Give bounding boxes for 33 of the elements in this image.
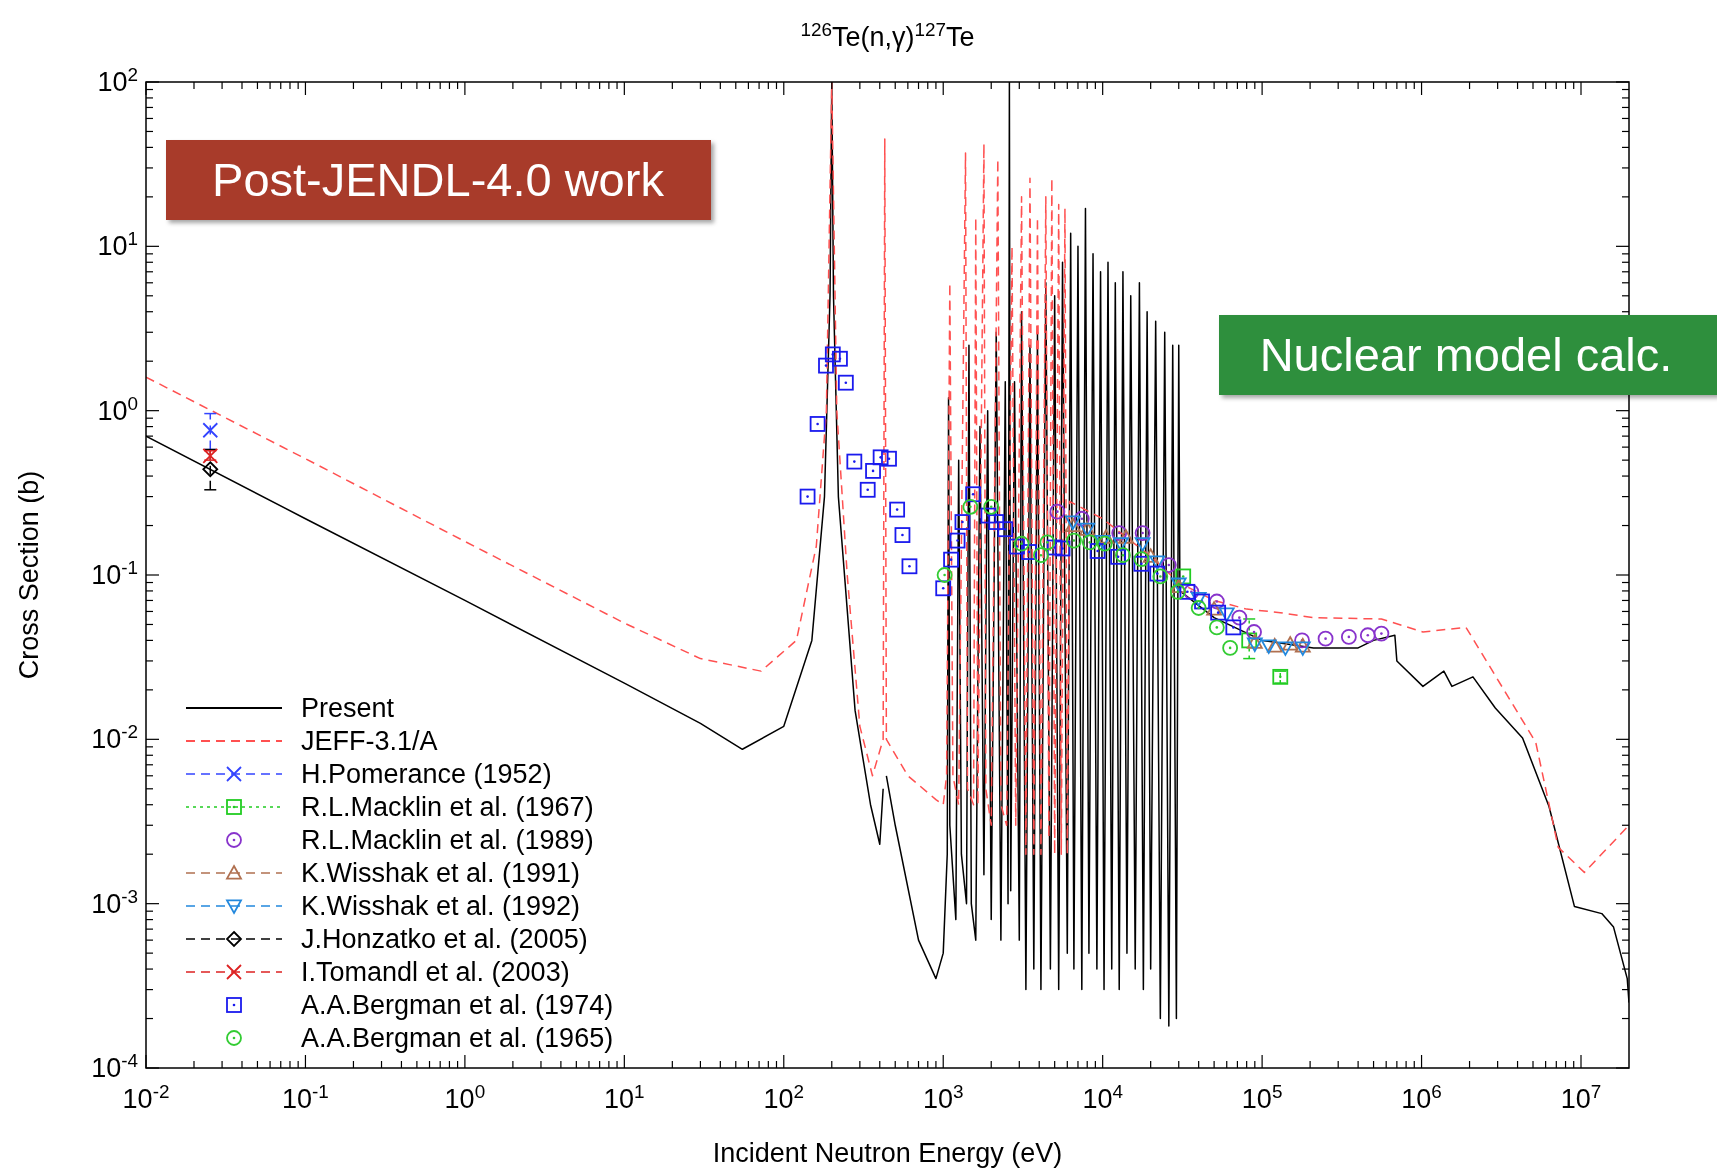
y-tick-label: 10$^{-1}$ <box>91 556 138 590</box>
y-tick-label: 10$^{-2}$ <box>91 720 138 755</box>
x-tick-label: 10$^{7}$ <box>1560 1080 1602 1114</box>
y-tick-label: 10$^{1}$ <box>97 227 138 262</box>
y-tick-label: 10$^{-3}$ <box>91 885 138 919</box>
x-tick-label: 10$^{3}$ <box>922 1080 964 1114</box>
x-tick-label: 10$^{6}$ <box>1401 1080 1442 1114</box>
legend-label: A.A.Bergman et al. (1974) <box>301 990 614 1020</box>
legend-label: JEFF-3.1/A <box>301 726 438 756</box>
legend-label: A.A.Bergman et al. (1965) <box>301 1023 614 1053</box>
legend-label: R.L.Macklin et al. (1989) <box>301 825 594 855</box>
legend-label: I.Tomandl et al. (2003) <box>301 957 570 987</box>
y-tick-label: 10$^{2}$ <box>97 63 138 97</box>
x-tick-label: 10$^{2}$ <box>763 1080 805 1114</box>
x-tick-label: 10$^{5}$ <box>1241 1080 1283 1114</box>
legend-label: H.Pomerance (1952) <box>301 759 552 789</box>
x-tick-label: 10$^{1}$ <box>604 1080 645 1114</box>
x-tick-label: 10$^{4}$ <box>1082 1080 1123 1114</box>
y-tick-label: 10$^{-4}$ <box>91 1049 138 1083</box>
annotation: Nuclear model calc. <box>1259 328 1673 381</box>
annotation: Post-JENDL-4.0 work <box>212 153 665 206</box>
x-tick-label: 10$^{-2}$ <box>122 1080 170 1114</box>
x-axis-title: Incident Neutron Energy (eV) <box>712 1138 1063 1168</box>
y-axis-title: Cross Section (b) <box>14 470 44 680</box>
y-tick-label: 10$^{0}$ <box>97 392 138 426</box>
legend-label: R.L.Macklin et al. (1967) <box>301 792 594 822</box>
chart-title: $^{126}$Te(n,γ)$^{127}$Te <box>800 18 975 52</box>
x-tick-label: 10$^{-1}$ <box>282 1080 329 1114</box>
legend-label: K.Wisshak et al. (1992) <box>301 891 581 921</box>
x-tick-label: 10$^{0}$ <box>444 1080 486 1114</box>
legend-label: J.Honzatko et al. (2005) <box>301 924 588 954</box>
legend-label: Present <box>301 693 395 723</box>
legend-label: K.Wisshak et al. (1991) <box>301 858 581 888</box>
